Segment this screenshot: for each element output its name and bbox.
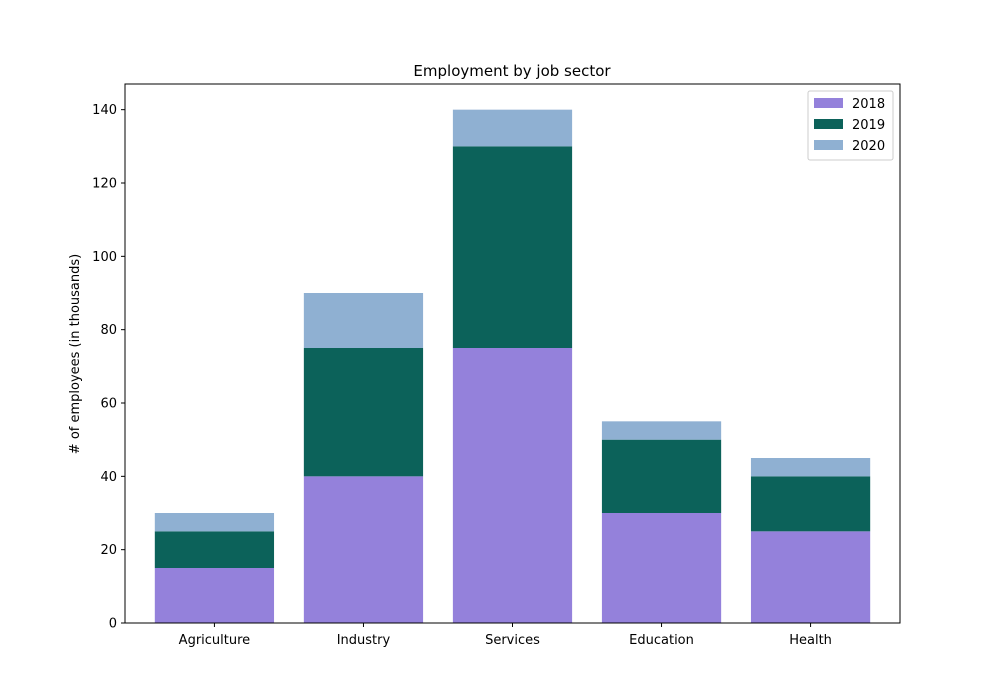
y-tick-label: 140 [92,103,117,118]
y-tick-label: 120 [92,177,117,192]
x-tick-label: Services [485,633,540,648]
y-tick-label: 20 [100,543,117,558]
x-tick-label: Agriculture [179,633,251,648]
chart-title: Employment by job sector [413,62,611,80]
legend-label-2019: 2019 [852,118,885,133]
legend-swatch-2020 [814,140,843,150]
y-tick-label: 100 [92,250,117,265]
legend-label-2020: 2020 [852,139,885,154]
legend-label-2018: 2018 [852,97,885,112]
bar-education-2020 [601,421,722,440]
legend: 2018 2019 2020 [807,90,894,161]
bar-health-2020 [750,458,871,477]
x-tick-label: Industry [337,633,391,648]
bar-services-2020 [452,109,573,147]
x-tick-label: Health [789,633,832,648]
x-tick-label: Education [629,633,694,648]
bar-education-2018 [601,513,722,623]
bar-health-2019 [750,476,871,532]
legend-swatch-2019 [814,119,843,129]
bar-industry-2020 [303,293,424,348]
x-ticks-group: Agriculture Industry Services Education Heal… [179,623,832,648]
y-tick-label: 0 [109,617,117,632]
bar-industry-2018 [303,476,424,623]
bar-industry-2019 [303,348,424,477]
y-axis-label: # of employees (in thousands) [68,254,83,454]
plot-area-frame [124,83,901,624]
y-tick-label: 40 [100,470,117,485]
bars-group [154,109,871,623]
legend-swatch-2018 [814,98,843,108]
y-tick-label: 80 [100,323,117,338]
bar-agriculture-2020 [154,513,275,532]
y-ticks-group: 0 20 40 60 80 100 120 140 [92,103,125,632]
bar-services-2018 [452,348,573,623]
bar-agriculture-2018 [154,568,275,623]
bar-health-2018 [750,531,871,623]
bar-agriculture-2019 [154,531,275,568]
y-tick-label: 60 [100,397,117,412]
bar-education-2019 [601,439,722,513]
bar-services-2019 [452,146,573,348]
